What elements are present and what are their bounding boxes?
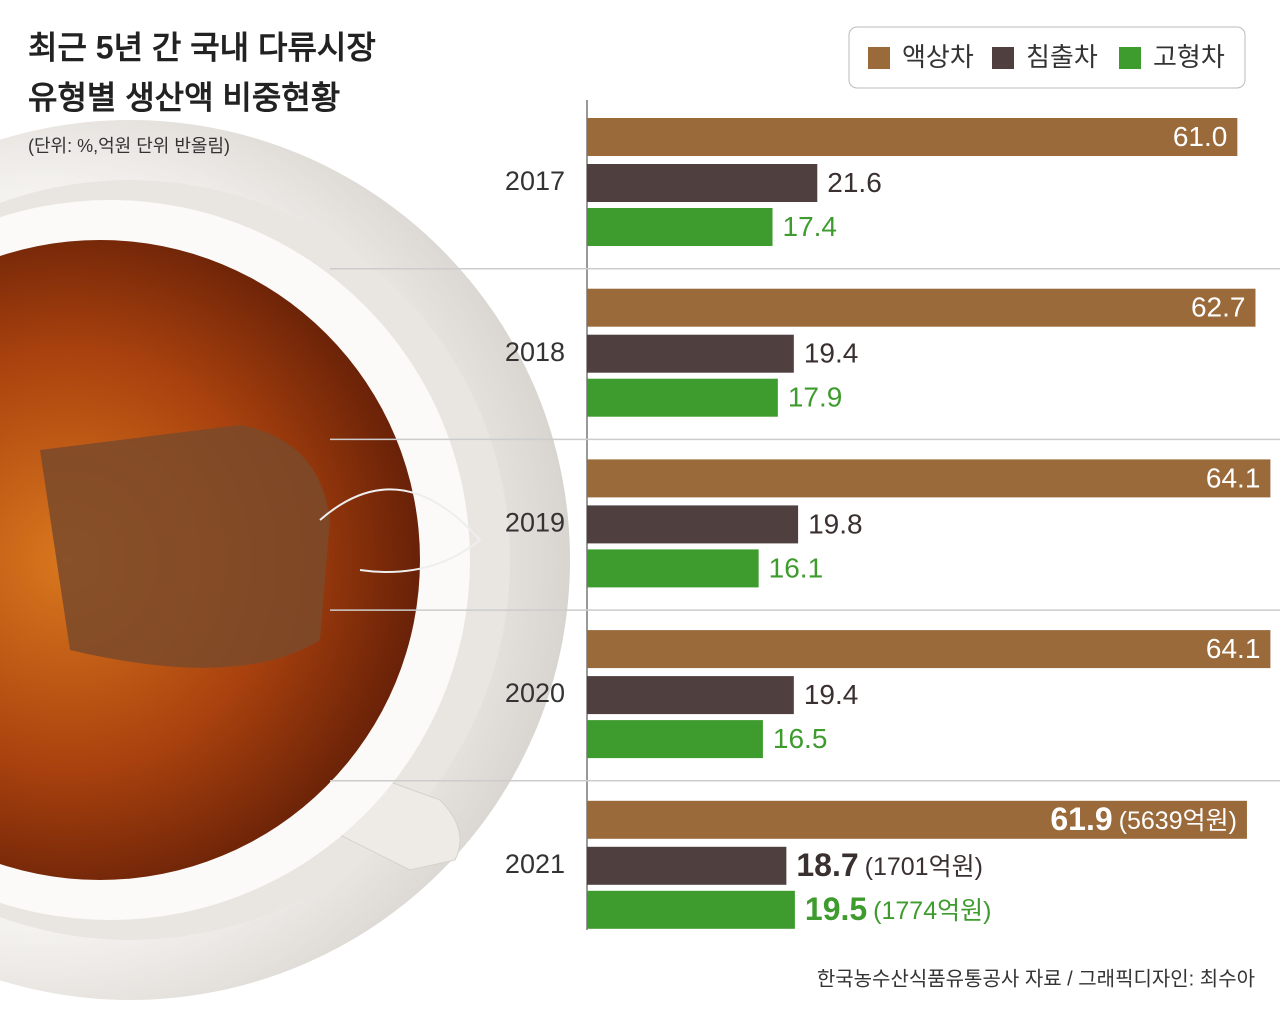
bar (587, 890, 795, 929)
value-label: 61.9 (5639억원) (1050, 801, 1237, 837)
value-label: 19.8 (808, 509, 863, 540)
value-label: 19.4 (804, 679, 859, 710)
chart-title: 최근 5년 간 국내 다류시장 (28, 29, 376, 65)
teacup-illustration (0, 120, 570, 1000)
legend-swatch (868, 47, 890, 69)
value-label-number: 19.8 (808, 509, 863, 540)
bar (587, 118, 1238, 156)
bar (587, 720, 763, 759)
value-label: 61.0 (1173, 121, 1228, 152)
legend-swatch (992, 47, 1014, 69)
y-tick-label: 2019 (505, 508, 565, 538)
bar (587, 378, 778, 417)
bar (587, 505, 799, 544)
bar (587, 334, 794, 373)
y-tick-label: 2020 (505, 678, 565, 708)
y-tick-label: 2017 (505, 166, 565, 196)
amount-label: (1774억원) (873, 896, 991, 924)
value-label: 17.9 (788, 382, 843, 413)
legend-swatch (1119, 47, 1141, 69)
value-label-number: 64.1 (1206, 463, 1261, 494)
amount-label: (5639억원) (1119, 806, 1237, 834)
value-label: 17.4 (783, 211, 838, 242)
source: 한국농수산식품유통공사 자료 / 그래픽디자인: 최수아 (817, 967, 1255, 990)
legend-label: 고형차 (1153, 42, 1225, 72)
bar (587, 288, 1256, 327)
y-tick-label: 2021 (505, 849, 565, 879)
legend-label: 액상차 (902, 42, 974, 72)
value-label-number: 16.1 (769, 553, 824, 584)
value-label: 18.7 (1701억원) (796, 847, 983, 883)
chart-subtitle: (단위: %,억원 단위 반올림) (28, 136, 230, 156)
value-label: 19.4 (804, 338, 859, 369)
value-label-number: 18.7 (796, 847, 858, 883)
bar (587, 846, 787, 885)
value-label-number: 19.4 (804, 679, 859, 710)
value-label-number: 61.9 (1050, 801, 1112, 837)
bar (587, 208, 773, 246)
bar (587, 549, 759, 588)
value-label-number: 19.5 (805, 891, 867, 927)
value-label-number: 61.0 (1173, 121, 1228, 152)
value-label-number: 17.4 (783, 211, 838, 242)
value-label-number: 19.4 (804, 338, 859, 369)
value-label-number: 17.9 (788, 382, 843, 413)
amount-label: (1701억원) (865, 852, 983, 880)
bar (587, 164, 818, 202)
value-label-number: 16.5 (773, 723, 828, 754)
legend (848, 26, 1246, 89)
value-label: 16.5 (773, 723, 828, 754)
legend-label: 침출차 (1026, 42, 1098, 72)
bar (587, 630, 1271, 669)
value-label-number: 64.1 (1206, 633, 1261, 664)
value-label: 64.1 (1206, 463, 1261, 494)
value-label-number: 21.6 (827, 167, 882, 198)
value-label: 21.6 (827, 167, 882, 198)
value-label: 62.7 (1191, 292, 1246, 323)
bar (587, 459, 1271, 498)
y-tick-label: 2018 (505, 337, 565, 367)
bar (587, 800, 1247, 839)
value-label: 19.5 (1774억원) (805, 891, 992, 927)
value-label: 64.1 (1206, 633, 1261, 664)
value-label: 16.1 (769, 553, 824, 584)
chart-title: 유형별 생산액 비중현황 (28, 79, 340, 115)
value-label-number: 62.7 (1191, 292, 1246, 323)
bar (587, 676, 794, 715)
